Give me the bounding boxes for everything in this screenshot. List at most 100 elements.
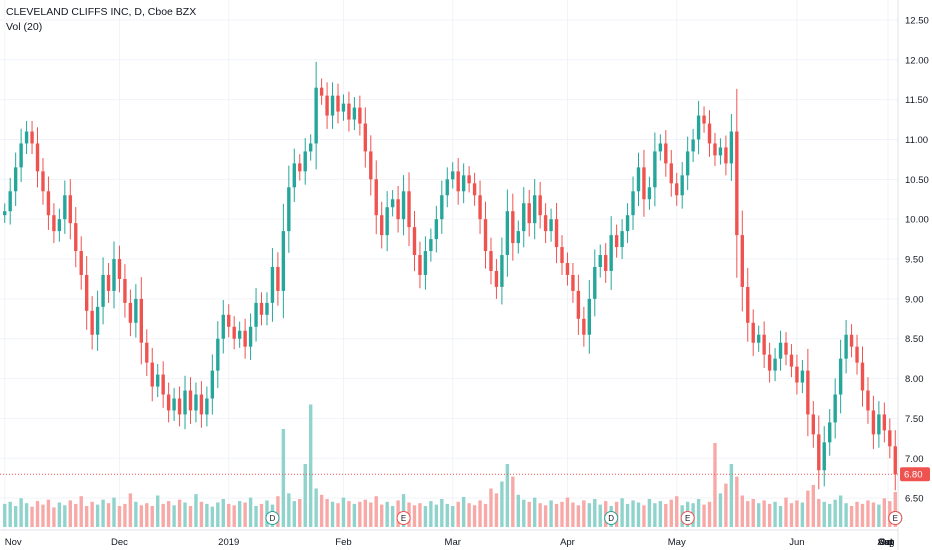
candle-body [156, 374, 160, 387]
candle-body [199, 394, 204, 415]
volume-bar [817, 499, 821, 527]
volume-bar [658, 501, 663, 527]
candle-body [713, 143, 717, 156]
volume-bar [554, 503, 559, 527]
candle-body [718, 147, 723, 156]
volume-bar [675, 496, 679, 527]
volume-bar [532, 497, 537, 527]
candle-body [68, 195, 72, 224]
volume-bar [423, 506, 428, 527]
candle-body [560, 247, 564, 264]
y-tick-label: 6.50 [905, 494, 924, 505]
candle-body [822, 442, 826, 471]
earnings-marker: E [888, 511, 903, 525]
candle-body [445, 179, 449, 196]
candle-body [112, 259, 116, 291]
volume-bar [292, 501, 296, 527]
volume-bar [84, 506, 89, 527]
x-tick-label: Aug [878, 537, 895, 548]
volume-bar [653, 503, 657, 527]
volume-bar [412, 505, 417, 527]
candle-body [746, 286, 750, 323]
volume-bar [445, 503, 449, 527]
volume-bar [79, 496, 83, 527]
volume-bar [259, 503, 264, 527]
event-marker-label: E [685, 514, 690, 523]
candle-body [729, 131, 734, 164]
volume-bar [57, 502, 62, 527]
chart-title: CLEVELAND CLIFFS INC, D, Cboe BZX [6, 6, 197, 18]
volume-bar [172, 505, 176, 527]
candle-body [19, 143, 23, 168]
candle-body [139, 298, 144, 343]
candle-body [358, 107, 362, 124]
candle-body [232, 326, 236, 339]
candle-body [527, 203, 531, 224]
candle-body [287, 187, 291, 232]
candle-body [664, 143, 668, 164]
candle-body [134, 298, 138, 323]
volume-bar [341, 497, 346, 527]
volume-bar [702, 504, 706, 527]
volume-bar [713, 443, 717, 527]
candle-body [778, 342, 783, 359]
candle-body [767, 354, 772, 371]
y-tick-label: 10.50 [905, 175, 929, 186]
candle-body [117, 259, 122, 279]
candle-body [423, 251, 428, 275]
volume-bar [325, 499, 329, 527]
volume-bar [303, 464, 307, 527]
volume-bar [696, 499, 701, 527]
candle-body [74, 223, 78, 252]
volume-bar [276, 496, 280, 527]
volume-bar [139, 505, 144, 527]
candle-body [675, 183, 679, 196]
volume-bar [166, 501, 171, 527]
candle-body [380, 215, 384, 236]
candle-body [161, 374, 165, 395]
volume-bar [330, 501, 335, 527]
x-tick-label: Jul [880, 537, 892, 548]
volume-bar [3, 503, 7, 527]
candle-body [494, 270, 499, 287]
x-tick-label: Feb [335, 537, 351, 548]
y-tick-label: 9.50 [905, 255, 924, 266]
volume-bar [560, 501, 564, 527]
volume-bar [385, 501, 389, 527]
candle-body [680, 175, 684, 196]
candle-body [303, 151, 307, 172]
volume-bar [194, 494, 198, 527]
event-marker-label: D [270, 514, 276, 523]
volume-bar [429, 501, 433, 527]
volume-bar [877, 504, 881, 527]
volume-bar [576, 505, 581, 527]
y-tick-label: 8.00 [905, 374, 924, 385]
candle-body [522, 203, 526, 232]
volume-bar [352, 503, 357, 527]
candle-body [751, 322, 755, 343]
candle-body [882, 414, 887, 431]
volume-bar [374, 496, 378, 527]
volume-bar [620, 498, 624, 527]
volume-bar [46, 499, 51, 527]
candle-body [205, 398, 209, 415]
volume-bar [882, 498, 887, 527]
volume-bar [735, 476, 739, 527]
candle-body [221, 314, 225, 339]
candle-body [210, 370, 215, 399]
candle-body [177, 398, 182, 415]
candle-body [276, 266, 280, 291]
candle-body [429, 239, 433, 252]
candle-body [598, 255, 602, 267]
candle-body [811, 414, 816, 435]
candle-body [658, 143, 663, 152]
volume-bar [669, 499, 673, 527]
volume-bar [505, 464, 510, 527]
volume-bar [287, 493, 291, 527]
volume-bar [298, 499, 302, 527]
candle-body [828, 422, 832, 443]
volume-bar [221, 499, 225, 527]
volume-bar [538, 503, 542, 527]
candle-body [472, 183, 477, 196]
